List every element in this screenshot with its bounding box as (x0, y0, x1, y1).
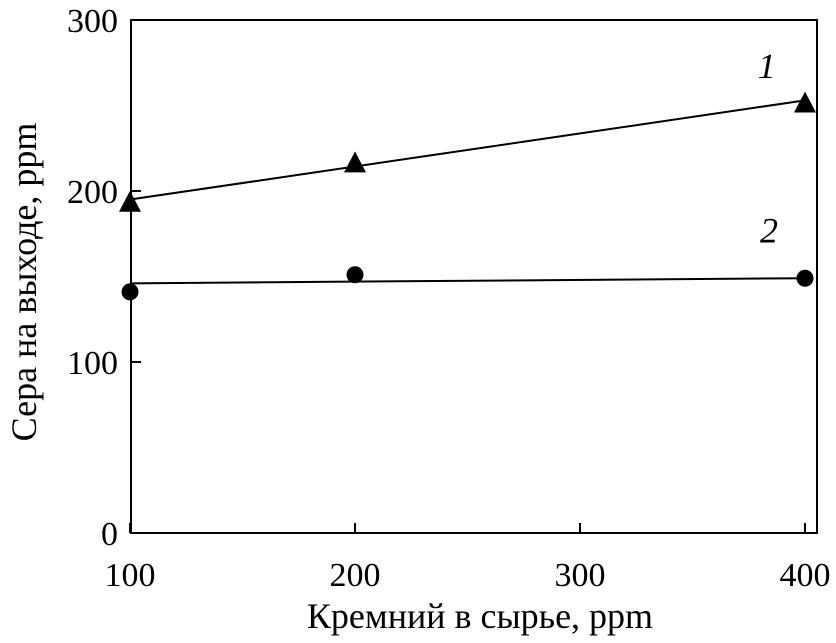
x-tick-label-100: 100 (105, 557, 156, 594)
series-2-point-100 (121, 283, 139, 301)
x-axis: 100 200 300 400 (105, 523, 831, 594)
y-axis: 0 100 200 300 (67, 3, 141, 553)
series-2-point-400 (796, 269, 814, 287)
series-1-point-200 (344, 151, 366, 173)
y-tick-label-300: 300 (67, 3, 118, 40)
series-2-fit-line (129, 277, 806, 285)
series-1-label: 1 (758, 46, 776, 86)
y-tick-label-200: 200 (67, 174, 118, 211)
plot-frame (130, 19, 818, 534)
x-tick-label-400: 400 (780, 557, 831, 594)
y-tick-label-100: 100 (67, 345, 118, 382)
series-2-label: 2 (760, 210, 778, 250)
x-tick-label-300: 300 (555, 557, 606, 594)
series-layer: 12 (119, 46, 816, 301)
series-1: 1 (119, 46, 816, 212)
series-1-fit-line (129, 99, 806, 201)
series-2-point-200 (346, 266, 364, 284)
series-1-point-400 (794, 91, 816, 113)
series-1-point-100 (119, 190, 141, 212)
series-2: 2 (121, 210, 814, 301)
y-axis-title: Сера на выходе, ppm (4, 123, 44, 442)
x-axis-title: Кремний в сырье, ppm (307, 596, 653, 636)
y-tick-label-0: 0 (101, 516, 118, 553)
x-tick-label-200: 200 (330, 557, 381, 594)
